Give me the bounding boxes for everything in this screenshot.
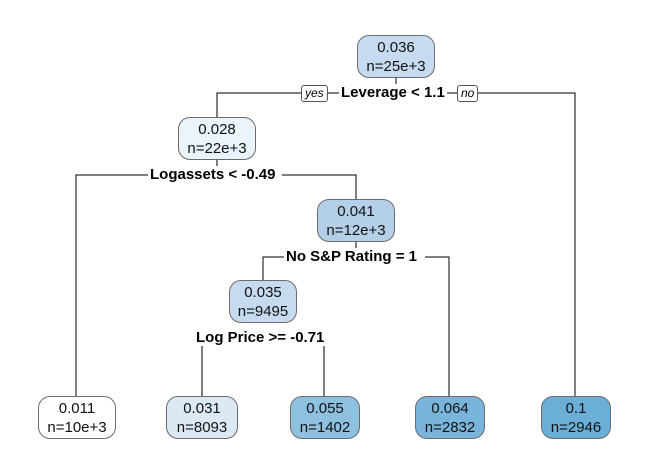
node-value: 0.035 [244,284,282,301]
node-count: n=2946 [550,419,602,436]
node-count: n=10e+3 [47,419,107,436]
leaf-3: 0.1 n=2946 [541,396,611,439]
node-root: 0.036 n=25e+3 [357,35,435,78]
node-value: 0.055 [306,400,344,417]
edge-n5-n11 [425,256,450,396]
leaf-20: 0.031 n=8093 [166,396,238,439]
node-value: 0.031 [183,400,221,417]
split-label-n5: No S&P Rating = 1 [284,248,420,265]
branch-yes-tag: yes [301,85,328,102]
node-value: 0.036 [377,39,415,56]
node-count: n=12e+3 [326,222,386,239]
split-label-root: Leverage < 1.1 [339,84,447,101]
node-count: n=1402 [299,419,351,436]
node-value: 0.028 [198,121,236,138]
edge-root-n2 [216,92,340,117]
node-count: n=25e+3 [366,58,426,75]
node-value: 0.1 [565,400,587,417]
node-count: n=8093 [176,419,228,436]
split-label-n10: Log Price >= -0.71 [194,329,327,346]
split-label-n2: Logassets < -0.49 [148,166,278,183]
edge-n2-n5 [282,174,357,199]
node-value: 0.011 [58,400,96,417]
edge-root-n3 [400,92,576,396]
branch-no-tag: no [457,85,479,102]
node-count: n=9495 [237,303,289,320]
edge-n2-n4 [75,174,150,396]
leaf-21: 0.055 n=1402 [290,396,360,439]
node-count: n=22e+3 [187,140,247,157]
node-value: 0.041 [337,203,375,220]
leaf-4: 0.011 n=10e+3 [38,396,116,439]
node-5: 0.041 n=12e+3 [317,199,395,242]
node-10: 0.035 n=9495 [229,280,297,323]
node-count: n=2832 [424,419,476,436]
node-2: 0.028 n=22e+3 [178,117,256,160]
node-value: 0.064 [431,400,469,417]
leaf-11: 0.064 n=2832 [415,396,485,439]
edge-n5-n10 [262,256,286,280]
